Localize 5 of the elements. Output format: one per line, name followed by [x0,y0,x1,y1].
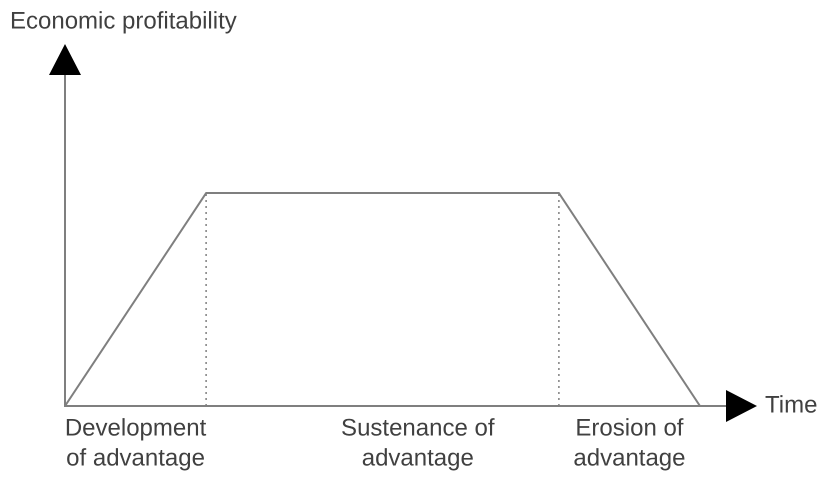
text: Economic profitability [10,8,237,35]
x-tick-label: Sustenance of advantage [341,414,495,472]
x-tick-label: Erosion of advantage [573,414,686,472]
x-axis-title: Time [765,392,818,419]
x-tick-label: Development of advantage [64,414,207,472]
